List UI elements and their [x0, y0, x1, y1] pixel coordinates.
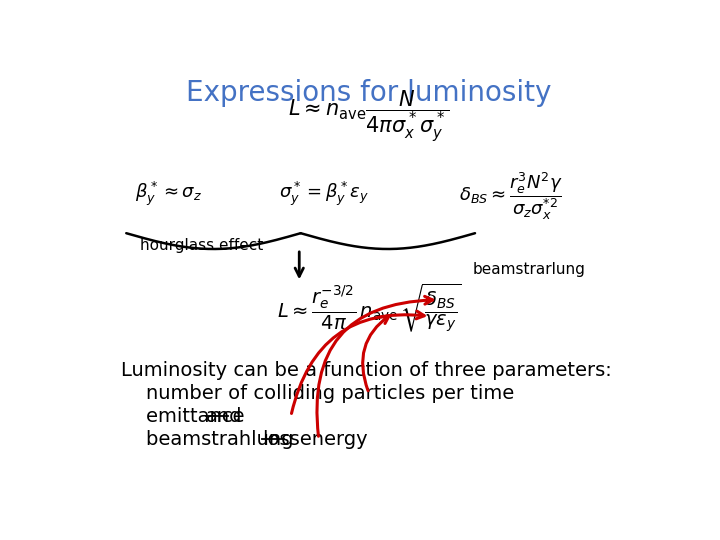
Text: Luminosity can be a function of three parameters:: Luminosity can be a function of three pa… — [121, 361, 611, 380]
Text: hourglass effect: hourglass effect — [140, 238, 264, 253]
Text: $\beta_y^* \approx \sigma_z$: $\beta_y^* \approx \sigma_z$ — [135, 179, 202, 208]
Text: emittance: emittance — [145, 407, 251, 426]
Text: $L \approx n_{\rm ave} \dfrac{N}{4\pi\sigma_x^*\sigma_y^*}$: $L \approx n_{\rm ave} \dfrac{N}{4\pi\si… — [289, 89, 449, 144]
Text: beamstrarlung: beamstrarlung — [472, 262, 585, 277]
Text: $\delta_{BS} \approx \dfrac{r_e^3 N^2 \gamma}{\sigma_z \sigma_x^{*2}}$: $\delta_{BS} \approx \dfrac{r_e^3 N^2 \g… — [459, 170, 563, 222]
Text: beamstrahlung energy: beamstrahlung energy — [145, 429, 374, 449]
Text: loss: loss — [262, 429, 300, 449]
Text: $\sigma_y^* = \beta_y^* \varepsilon_y$: $\sigma_y^* = \beta_y^* \varepsilon_y$ — [279, 179, 369, 208]
Text: $L \approx \dfrac{r_e^{-3/2}}{4\pi}\, n_{\rm ave}\, \sqrt{\dfrac{\delta_{BS}}{\g: $L \approx \dfrac{r_e^{-3/2}}{4\pi}\, n_… — [276, 282, 462, 334]
Text: and: and — [205, 407, 242, 426]
Text: Expressions for luminosity: Expressions for luminosity — [186, 79, 552, 107]
Text: number of colliding particles per time: number of colliding particles per time — [145, 384, 514, 403]
